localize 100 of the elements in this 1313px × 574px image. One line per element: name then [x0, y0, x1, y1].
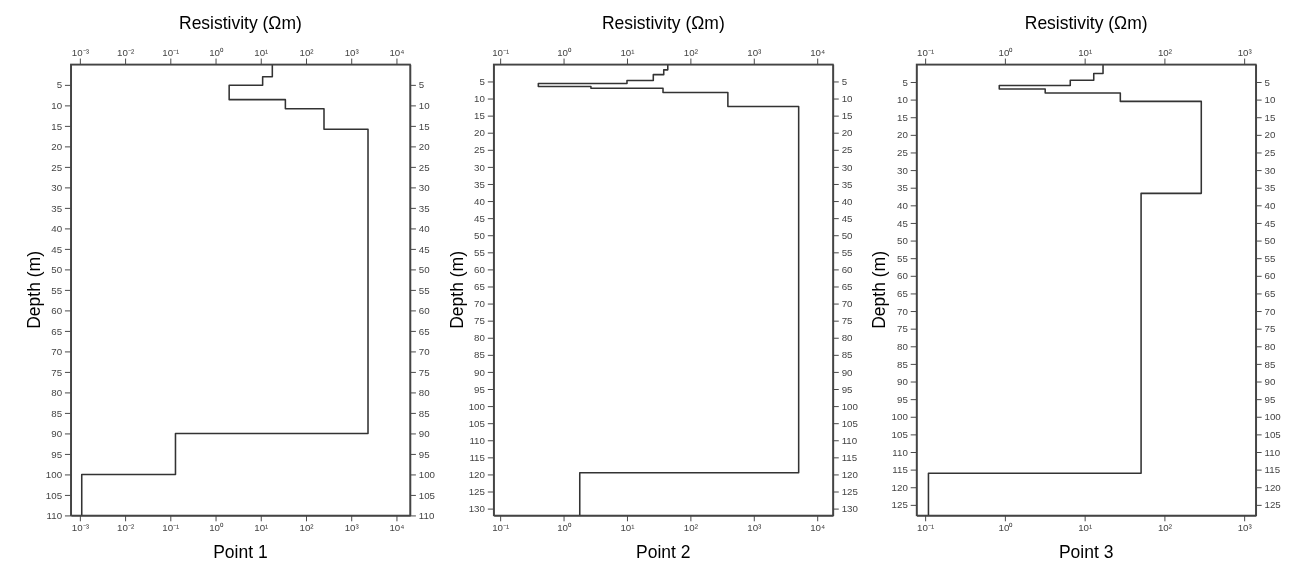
y-tick-label: 40: [896, 199, 909, 211]
y2-tick-label: 130: [841, 503, 859, 515]
y-tick-label: 90: [51, 428, 63, 440]
y-tick-label: 85: [51, 407, 63, 419]
y2-tick-label: 125: [1264, 499, 1281, 511]
y-tick-label: 45: [51, 243, 63, 255]
text: Point 3: [1058, 542, 1114, 563]
y-tick-label: 5: [479, 76, 485, 88]
y-tick-label: 105: [891, 429, 908, 440]
y-tick-label: 5: [56, 79, 63, 91]
text: 10⁰: [209, 46, 223, 58]
y2-tick-label: 65: [418, 325, 430, 337]
y-tick-label: 105: [45, 489, 63, 501]
x-tick-label: 10⁰: [209, 522, 224, 534]
y-tick-label: 130: [468, 503, 486, 515]
y-tick-label: 95: [474, 383, 485, 395]
y-tick-label: 90: [896, 376, 909, 388]
y2-tick-label: 75: [418, 366, 430, 378]
y-tick-label: 40: [474, 195, 486, 207]
y2-tick-label: 110: [1264, 446, 1281, 458]
y2-tick-label: 75: [1264, 323, 1276, 335]
text: Point 1: [213, 542, 268, 563]
text: 10¹: [620, 46, 635, 58]
y-tick-label: 120: [468, 469, 486, 481]
y-tick-label: 115: [892, 464, 908, 476]
y2-tick-label: 65: [841, 281, 853, 293]
y2-tick-label: 90: [1264, 376, 1276, 388]
y2-tick-label: 75: [841, 315, 853, 327]
y-tick-label: 60: [51, 305, 63, 317]
y2-tick-label: 10: [841, 93, 854, 105]
y2-tick-label: 35: [418, 202, 430, 214]
y-tick-label: 15: [896, 111, 908, 123]
y2-tick-label: 100: [1264, 411, 1282, 423]
y-tick-label: 10: [51, 99, 63, 111]
y-tick-label: 20: [51, 140, 63, 152]
y-tick-label: 25: [51, 161, 63, 173]
x-tick-label: 10³: [747, 522, 763, 534]
y-tick-label: 25: [474, 144, 485, 156]
text: 10⁰: [557, 46, 571, 58]
y2-tick-label: 40: [841, 195, 854, 207]
x-tick-label: 10³: [344, 522, 360, 534]
text: 10¹: [1078, 46, 1093, 58]
y2-tick-label: 100: [841, 400, 859, 412]
y2-tick-label: 10: [1264, 94, 1276, 106]
y-axis-title: Depth (m): [23, 251, 44, 329]
y2-tick-label: 20: [418, 140, 431, 152]
y-tick-label: 40: [51, 223, 63, 234]
y-tick-label: 10: [474, 93, 486, 105]
y2-tick-label: 70: [841, 298, 854, 310]
text: 10²: [1157, 46, 1172, 58]
text: 10²: [683, 46, 698, 58]
y-tick-label: 30: [474, 161, 486, 173]
y2-tick-label: 15: [1264, 111, 1276, 123]
text: 10⁰: [998, 46, 1013, 58]
y-tick-label: 30: [51, 182, 63, 193]
y2-tick-label: 60: [418, 305, 431, 317]
y2-tick-label: 25: [841, 144, 853, 156]
y2-tick-label: 85: [1264, 358, 1276, 370]
x-tick-label: 10⁻²: [117, 522, 135, 534]
y-tick-label: 110: [46, 510, 63, 522]
y2-tick-label: 60: [1264, 270, 1276, 282]
y2-tick-label: 120: [841, 469, 859, 481]
y-tick-label: 30: [896, 164, 909, 176]
x-tick-label: 10⁻¹: [492, 522, 510, 534]
x-tick-label: 10⁴: [810, 522, 826, 534]
y-tick-label: 110: [469, 434, 486, 446]
y2-tick-label: 5: [1264, 76, 1270, 88]
y-tick-label: 80: [51, 387, 63, 399]
y-tick-label: 50: [51, 264, 63, 276]
y-tick-label: 100: [891, 411, 909, 423]
y2-tick-label: 50: [841, 229, 854, 241]
x-tick-label: 10¹: [1078, 522, 1093, 534]
y2-tick-label: 30: [841, 161, 854, 173]
x-tick-label: 10⁰: [557, 522, 572, 534]
y-tick-label: 65: [896, 288, 908, 300]
text: 10²: [299, 46, 314, 58]
y-tick-label: 35: [474, 178, 485, 190]
y2-tick-label: 105: [841, 417, 858, 429]
y-tick-label: 70: [896, 305, 909, 317]
y-tick-label: 35: [896, 182, 908, 194]
y2-tick-label: 35: [841, 178, 853, 190]
y2-tick-label: 55: [418, 284, 430, 296]
y-tick-label: 95: [896, 393, 908, 405]
y-tick-label: 100: [45, 469, 63, 481]
x-tick-label: 10⁻¹: [917, 522, 935, 534]
y2-tick-label: 110: [841, 434, 858, 446]
y2-tick-label: 20: [1264, 129, 1276, 141]
y-tick-label: 115: [469, 451, 485, 463]
y-tick-label: 10: [896, 94, 909, 106]
y2-tick-label: 95: [841, 383, 853, 395]
y2-tick-label: 60: [841, 264, 854, 276]
y-tick-label: 65: [51, 325, 63, 337]
y-tick-label: 55: [51, 284, 63, 296]
y2-tick-label: 70: [1264, 305, 1276, 317]
y2-tick-label: 45: [841, 212, 853, 224]
text: 10³: [747, 46, 762, 58]
x-axis-title: Resistivity (Ωm): [601, 13, 725, 34]
y2-tick-label: 50: [418, 264, 431, 276]
y2-tick-label: 80: [841, 332, 854, 344]
y2-tick-label: 30: [1264, 164, 1276, 176]
